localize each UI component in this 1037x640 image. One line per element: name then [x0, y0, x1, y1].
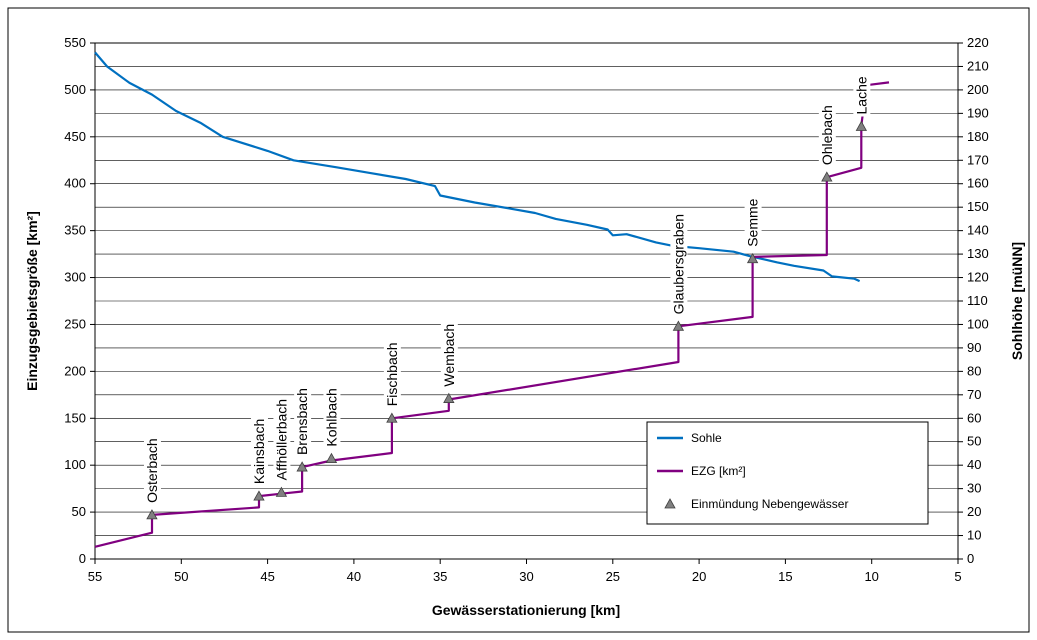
x-tick-label: 35: [433, 569, 447, 584]
y-right-tick-label: 60: [967, 410, 981, 425]
x-tick-label: 5: [954, 569, 961, 584]
tributary-label: Brensbach: [294, 388, 310, 455]
legend: Sohle EZG [km²] Einmündung Nebengewässer: [646, 421, 929, 525]
tributary-marker: [672, 320, 685, 331]
tributary-markers: [146, 120, 868, 520]
tributary-label: Fischbach: [384, 342, 400, 406]
y-right-tick-label: 110: [967, 293, 988, 308]
y-right-tick-label: 120: [967, 270, 989, 285]
y-right-tick-label: 10: [967, 528, 981, 543]
y-right-tick-label: 160: [967, 176, 989, 191]
y-left-tick-label: 250: [64, 316, 86, 331]
tributary-label: Glaubersgraben: [670, 214, 686, 314]
y-right-tick-label: 50: [967, 434, 981, 449]
legend-label: Einmündung Nebengewässer: [691, 497, 848, 511]
x-tick-label: 25: [606, 569, 620, 584]
tributary-marker: [443, 392, 455, 403]
y-right-tick-label: 140: [967, 223, 989, 238]
tributary-label-bg: [250, 416, 268, 487]
tributary-label: Semme: [745, 198, 761, 246]
y-right-tick-label: 210: [967, 58, 989, 73]
y-right-tick-label: 70: [967, 387, 981, 402]
x-tick-label: 55: [88, 569, 102, 584]
y-right-axis-ticks: 0 10 20 30 40 50 60 70 80 90 100 110 120 130 140 150 160…: [958, 35, 989, 566]
y-left-tick-label: 0: [79, 551, 86, 566]
x-tick-label: 20: [692, 569, 706, 584]
tributary-marker: [275, 486, 288, 497]
y-right-tick-label: 20: [967, 504, 981, 519]
series-line-sohle: [94, 51, 861, 283]
y-left-tick-label: 200: [64, 363, 86, 378]
x-tick-label: 30: [519, 569, 533, 584]
y-left-tick-label: 300: [64, 270, 86, 285]
tributary-label: Affhöllerbach: [273, 399, 289, 480]
y-left-tick-label: 150: [64, 410, 86, 425]
legend-label: EZG [km²]: [691, 464, 746, 478]
tributary-label: Lache: [853, 76, 869, 114]
tributary-label-bg: [383, 340, 401, 409]
tributary-label-bg: [294, 386, 312, 458]
y-left-axis-ticks: 0 50 100 150 200 250 300 350 400 450 500 550: [64, 35, 95, 566]
y-left-tick-label: 50: [72, 504, 86, 519]
tributary-label-bg: [143, 436, 161, 505]
tributary-label-bg: [440, 321, 458, 389]
tributary-marker: [296, 461, 308, 472]
y-right-tick-label: 170: [967, 152, 989, 167]
y-right-tick-label: 190: [967, 105, 989, 120]
y-right-axis-title: Sohlhöhe [müNN]: [1009, 242, 1025, 360]
legend-label: Sohle: [691, 431, 722, 445]
tributary-label-bg: [818, 103, 836, 168]
y-right-tick-label: 0: [967, 551, 974, 566]
tributary-label-bg: [323, 386, 341, 449]
tributary-marker: [325, 452, 338, 464]
tributary-marker: [855, 120, 868, 131]
y-right-tick-label: 40: [967, 457, 981, 472]
y-left-tick-label: 450: [64, 129, 86, 144]
tributary-label: Wembach: [441, 324, 457, 387]
legend-swatch-marker: [664, 498, 676, 509]
tributary-marker: [146, 509, 158, 520]
y-right-tick-label: 150: [967, 199, 989, 214]
y-right-tick-label: 200: [967, 82, 989, 97]
y-right-tick-label: 90: [967, 340, 981, 355]
tributary-label: Kohlbach: [323, 388, 339, 446]
x-tick-label: 15: [778, 569, 792, 584]
y-left-tick-label: 350: [64, 223, 86, 238]
y-left-tick-label: 500: [64, 82, 86, 97]
tributary-label: Osterbach: [144, 438, 160, 503]
x-tick-label: 45: [260, 569, 274, 584]
tributary-marker: [746, 252, 759, 264]
legend-box: [646, 421, 929, 525]
x-tick-label: 40: [347, 569, 361, 584]
tributary-marker: [386, 412, 398, 423]
tributary-marker: [253, 490, 265, 501]
y-left-tick-label: 400: [64, 176, 86, 191]
tributary-marker: [821, 171, 833, 182]
tributary-label-bg: [744, 196, 762, 249]
x-axis-ticks: 55 50 45 40 35 30 25 20 15 10 5: [88, 559, 962, 584]
y-right-tick-label: 30: [967, 481, 981, 496]
y-right-tick-label: 80: [967, 363, 981, 378]
y-right-tick-label: 220: [967, 35, 989, 50]
y-right-tick-label: 180: [967, 129, 989, 144]
x-tick-label: 10: [864, 569, 878, 584]
y-right-tick-label: 130: [967, 246, 989, 261]
y-left-tick-label: 100: [64, 457, 86, 472]
tributary-label: Ohlebach: [819, 105, 835, 165]
x-axis-title: Gewässerstationierung [km]: [432, 602, 620, 618]
y-right-tick-label: 100: [967, 316, 989, 331]
tributary-labels: Osterbach Kainsbach Affhöllerbach Brensbach…: [143, 74, 871, 505]
tributary-label-bg: [273, 396, 291, 483]
y-left-axis-title: Einzugsgebietsgröße [km²]: [24, 211, 40, 391]
tributary-label: Kainsbach: [251, 419, 267, 484]
y-left-tick-label: 550: [64, 35, 86, 50]
x-tick-label: 50: [174, 569, 188, 584]
tributary-label-bg: [853, 74, 871, 117]
tributary-label-bg: [670, 211, 688, 317]
